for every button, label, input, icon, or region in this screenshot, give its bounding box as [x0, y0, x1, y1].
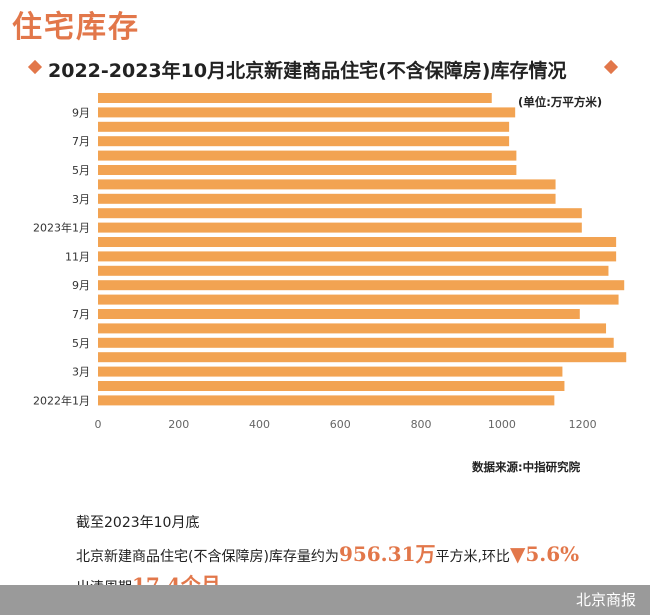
summary-line-2-prefix: 北京新建商品住宅(不含保障房)库存量约为	[76, 549, 339, 565]
header-title: 住宅库存	[12, 10, 140, 45]
category-label-9: 2023年1月	[33, 221, 90, 235]
right-diamond-icon	[603, 59, 619, 75]
summary-line-2: 北京新建商品住宅(不含保障房)库存量约为956.31万平方米,环比▼5.6%	[76, 538, 579, 567]
bar-16	[98, 323, 607, 334]
bar-14	[98, 294, 619, 305]
brand-label: 北京商报	[575, 591, 636, 609]
bar-20	[98, 381, 565, 391]
bar-1	[98, 107, 516, 118]
category-label-3: 7月	[72, 135, 90, 148]
bar-13	[98, 280, 625, 291]
x-tick-label-5: 1000	[488, 418, 516, 431]
category-label-17: 5月	[72, 337, 90, 350]
x-tick-label-4: 800	[411, 418, 432, 431]
summary-line-2-mid: 平方米,环比	[435, 549, 510, 565]
bar-6	[98, 179, 556, 190]
bar-8	[98, 208, 582, 219]
bar-0	[98, 93, 492, 103]
bar-4	[98, 150, 517, 161]
category-label-19: 3月	[72, 366, 90, 379]
x-tick-label-6: 1200	[569, 418, 597, 431]
bar-2	[98, 121, 510, 132]
x-tick-label-2: 400	[249, 418, 270, 431]
bar-5	[98, 165, 517, 175]
unit-label: (单位:万平方米)	[518, 95, 603, 109]
category-label-7: 3月	[72, 193, 90, 206]
inventory-value: 956.31万	[338, 542, 436, 566]
footer-bar: 北京商报	[0, 585, 650, 615]
bar-3	[98, 136, 510, 147]
category-label-15: 7月	[72, 308, 90, 321]
chart-title: 2022-2023年10月北京新建商品住宅(不含保障房)库存情况	[48, 60, 567, 82]
source-label: 数据来源:中指研究院	[472, 460, 581, 474]
x-tick-label-1: 200	[168, 418, 189, 431]
bar-chart: 9月 7月 5月 3月 2023年1月 11月 9月 7月 5月 3月 2022年1月 0 200 400…	[33, 93, 627, 431]
category-label-5: 5月	[72, 164, 90, 177]
subtitle-row: 2022-2023年10月北京新建商品住宅(不含保障房)库存情况	[0, 54, 650, 84]
category-label-13: 9月	[72, 279, 90, 292]
bar-9	[98, 222, 582, 233]
bar-18	[98, 352, 627, 363]
bar-15	[98, 309, 580, 319]
x-tick-label-3: 600	[330, 418, 351, 431]
change-value: ▼5.6%	[509, 542, 580, 566]
category-label-1: 9月	[72, 106, 90, 119]
bar-12	[98, 265, 609, 276]
bar-11	[98, 251, 617, 262]
bar-21	[98, 395, 555, 406]
bar-10	[98, 237, 617, 247]
category-label-11: 11月	[65, 250, 90, 263]
category-label-21: 2022年1月	[33, 393, 90, 407]
summary-line-1: 截至2023年10月底	[76, 515, 200, 531]
bar-7	[98, 193, 556, 204]
bar-17	[98, 337, 614, 348]
bar-19	[98, 366, 563, 377]
left-diamond-icon	[27, 59, 43, 75]
x-tick-label-0: 0	[95, 418, 102, 431]
